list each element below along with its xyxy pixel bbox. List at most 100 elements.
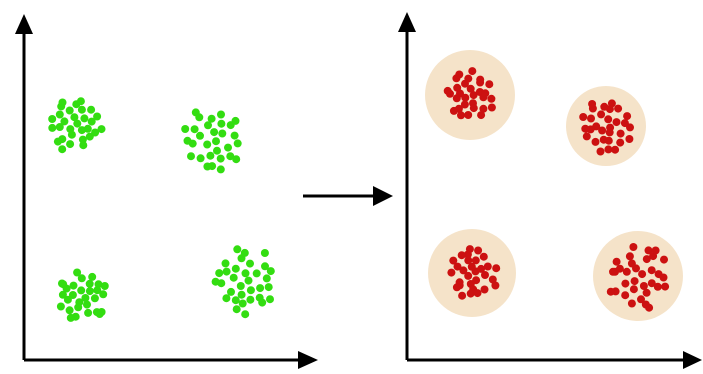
data-point <box>77 105 86 114</box>
data-point <box>88 272 97 281</box>
data-point <box>481 89 490 98</box>
data-point <box>231 116 240 125</box>
data-point <box>481 271 489 279</box>
data-point <box>460 100 469 109</box>
data-point <box>480 285 489 294</box>
data-point <box>452 283 461 292</box>
data-point <box>236 282 245 290</box>
data-point <box>623 112 632 121</box>
data-point <box>581 124 590 133</box>
data-point <box>644 246 653 255</box>
data-point <box>58 279 66 288</box>
data-point <box>596 147 605 156</box>
data-point <box>260 249 269 257</box>
right-cluster-top-right <box>566 86 646 166</box>
data-point <box>87 117 96 126</box>
data-point <box>65 106 74 115</box>
data-point <box>222 267 231 276</box>
data-point <box>605 128 614 137</box>
data-point <box>449 256 458 265</box>
data-point <box>582 132 591 141</box>
data-point <box>455 70 464 79</box>
data-point <box>244 276 253 285</box>
data-point <box>238 299 247 308</box>
data-point <box>629 243 638 251</box>
data-point <box>661 282 670 291</box>
right-panel-axes <box>398 12 702 369</box>
data-point <box>232 305 241 314</box>
data-point <box>246 295 255 304</box>
data-point <box>233 139 242 148</box>
data-point <box>226 152 235 161</box>
data-point <box>233 245 242 254</box>
data-point <box>660 255 668 264</box>
data-point <box>77 286 86 295</box>
data-point <box>485 80 494 89</box>
data-point <box>464 74 473 83</box>
left-cluster-top-left <box>48 97 106 154</box>
data-point <box>81 294 90 302</box>
data-point <box>237 290 246 299</box>
data-point <box>627 259 636 268</box>
data-point <box>487 103 496 112</box>
data-point <box>474 246 483 255</box>
data-point <box>181 125 190 133</box>
data-point <box>469 91 478 100</box>
data-point <box>638 270 647 279</box>
data-point <box>79 141 88 150</box>
data-point <box>471 256 480 265</box>
data-point <box>66 313 75 322</box>
data-point <box>464 111 473 119</box>
data-point <box>604 145 613 154</box>
data-point <box>626 123 634 132</box>
data-point <box>468 67 477 76</box>
data-point <box>651 246 660 255</box>
data-point <box>231 296 240 305</box>
data-point <box>77 274 86 283</box>
data-point <box>621 279 630 288</box>
data-point <box>627 299 636 308</box>
data-point <box>473 289 482 298</box>
data-point <box>65 306 74 315</box>
data-point <box>241 269 250 278</box>
data-point <box>85 287 94 296</box>
data-point <box>606 287 615 296</box>
data-point <box>229 273 238 282</box>
data-point <box>217 110 225 119</box>
data-point <box>476 75 485 84</box>
data-point <box>625 135 634 143</box>
left-cluster-bottom-right <box>211 245 275 319</box>
data-point <box>621 291 630 300</box>
data-point <box>73 119 82 128</box>
data-point <box>491 281 500 290</box>
data-point <box>66 140 75 149</box>
data-point <box>266 295 274 304</box>
data-point <box>48 115 57 123</box>
transition-arrow <box>303 186 393 206</box>
data-point <box>604 136 613 145</box>
data-point <box>58 145 67 154</box>
data-point <box>216 165 225 174</box>
data-point <box>464 256 473 265</box>
data-point <box>206 151 215 160</box>
data-point <box>232 155 241 164</box>
data-point <box>616 138 625 147</box>
data-point <box>83 300 91 309</box>
data-point <box>587 114 595 123</box>
data-point <box>224 143 232 152</box>
data-point <box>637 295 645 304</box>
data-point <box>187 152 195 161</box>
data-point <box>216 154 225 163</box>
data-point <box>630 277 639 286</box>
data-point <box>447 268 456 277</box>
cluster-halo <box>566 86 646 166</box>
data-point <box>479 252 488 261</box>
data-point <box>222 294 231 303</box>
data-point <box>60 117 69 126</box>
data-point <box>457 251 466 260</box>
data-point <box>58 98 67 107</box>
data-point <box>647 279 656 288</box>
data-point <box>453 262 462 271</box>
data-point <box>607 99 616 108</box>
left-x-arrowhead-icon <box>298 351 318 369</box>
